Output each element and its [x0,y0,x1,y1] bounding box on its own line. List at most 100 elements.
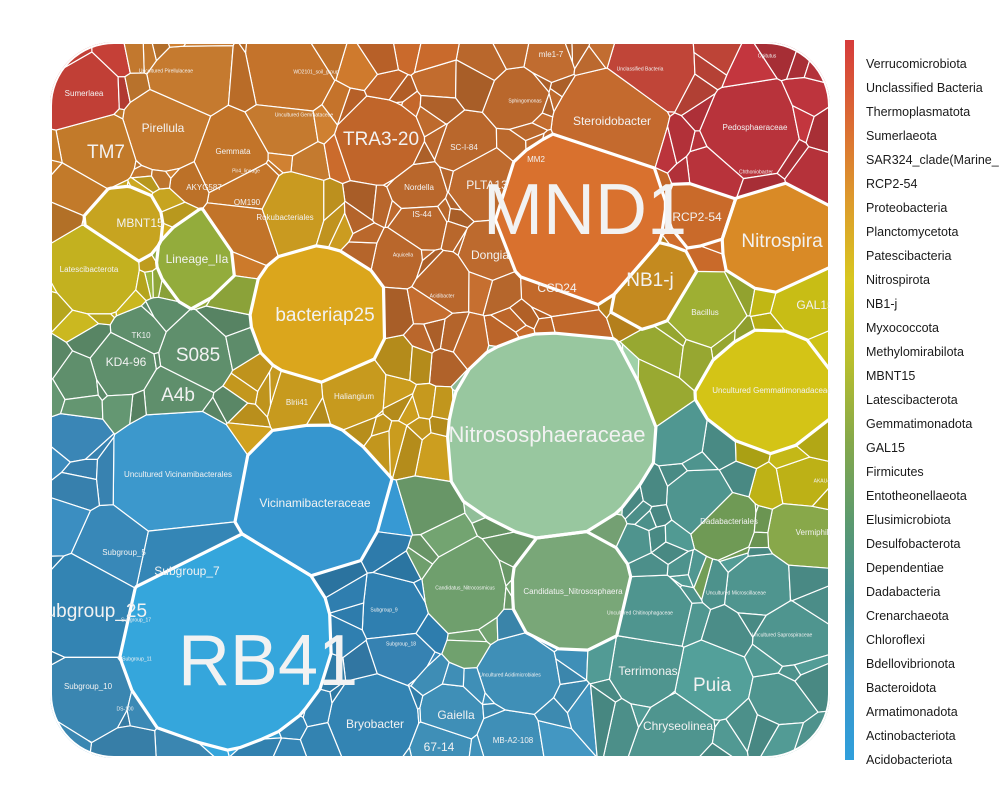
treemap-cell [806,42,830,60]
treemap-cell [697,742,737,758]
cell-label: 67-14 [424,740,455,754]
cell-label: Rokubacteriales [256,213,313,222]
cell-label: Uncultured Gemmataceae [275,112,334,118]
legend-item: Chloroflexi [866,633,926,647]
treemap-cell [533,696,573,730]
cell-label: AKYG587 [186,183,222,192]
treemap-cell [554,657,588,686]
treemap-cell [113,108,125,120]
treemap-cell [400,746,413,758]
legend-item: Desulfobacterota [866,537,961,551]
cell-label: Subgroup_11 [122,656,152,662]
legend-item: Sumerlaeota [866,129,937,143]
cell-label: Lineage_IIa [166,252,229,266]
treemap-cell [438,166,455,194]
legend-item: Crenarchaeota [866,609,949,623]
treemap-cell [666,112,696,165]
treemap-cell [96,379,109,402]
treemap-cell [50,332,74,380]
legend-item: Myxococcota [866,321,939,335]
treemap-cell [254,369,272,419]
cell-label: Subgroup_18 [386,641,416,647]
legend-item: Bacteroidota [866,681,937,695]
legend-item: GAL15 [866,441,905,455]
group-border [720,181,830,294]
treemap-cell [124,72,151,104]
cell-label: Pir4_lineage [232,168,260,174]
treemap-cell [720,42,779,89]
cell-label: Haliangium [334,392,374,401]
treemap-cell [406,286,454,325]
treemap-cell [563,42,574,63]
group-border [510,530,633,652]
legend-item: Methylomirabilota [866,345,964,359]
cell-label: Chryseolinea [643,719,713,733]
treemap-cell [417,706,422,725]
cell-label: Sumerlaea [65,89,104,98]
treemap-cell [633,509,658,532]
treemap-cell [811,485,830,511]
treemap-cell [481,702,507,720]
treemap-cell [407,533,440,565]
treemap-cell [713,719,722,729]
legend-item: Actinobacteriota [866,729,956,743]
treemap-cell [50,649,67,667]
cell-label: MB-A2-108 [493,736,534,745]
treemap-cell [410,653,450,697]
legend-item: Dadabacteria [866,585,941,599]
treemap-cell [746,713,780,758]
treemap-cell [420,249,437,262]
legend-item: Latescibacterota [866,393,958,407]
cell-label: Uncultured Chitinophagaceae [607,610,673,616]
legend-item: RCP2-54 [866,177,918,191]
group-border [248,244,387,384]
cell-label: OM190 [234,198,261,207]
cell-label: Blrii41 [286,398,309,407]
group-border [693,328,830,456]
treemap-cell [789,597,792,602]
cell-label: CCD24 [537,281,577,295]
cell-label: Nitrospira [741,231,823,252]
cell-label: GAL15 [796,298,834,312]
treemap-cell [145,296,192,333]
cell-label: DS-100 [117,706,134,712]
cell-label: MBNT15 [116,216,164,230]
cell-label: PLTA13 [466,178,508,192]
cell-label: Nordella [404,183,434,192]
cell-label: Opitutus [758,53,777,59]
cell-label: Pedosphaeraceae [723,123,788,132]
cell-label: NB1-j [626,270,674,291]
cell-label: KD4-96 [106,355,147,369]
treemap-cell [777,664,802,682]
treemap-cell [440,220,469,253]
treemap-cell [717,546,751,563]
cell-label: Subgroup_10 [64,682,113,691]
cell-label: Subgroup_25 [33,601,147,622]
cell-label: Candidatus_Nitrocosmicus [435,585,495,591]
cell-label: Nitrososphaeraceae [449,422,646,447]
treemap-cell [321,79,351,127]
legend-item: Firmicutes [866,465,924,479]
cell-label: MND1 [483,170,687,250]
group-border [118,532,333,752]
cell-label: Uncultured Acidimicrobiales [479,672,541,678]
cell-label: Uncultured Vicinamibacterales [124,470,232,479]
cell-label: S085 [176,345,220,366]
treemap-cell [126,688,158,732]
treemap-cell [50,378,66,419]
cell-label: IS-44 [412,210,432,219]
treemap-cell [413,42,461,74]
cell-label: mle1-7 [539,50,564,59]
cell-label: Steroidobacter [573,114,651,128]
treemap-cell [754,502,760,513]
legend-item: Bdellovibrionota [866,657,955,671]
cell-label: Dongia [471,248,509,262]
cell-label: Puia [693,675,731,696]
cell-label: Bryobacter [346,717,404,731]
treemap-cell [477,616,499,646]
cell-label: Subgroup_9 [370,607,397,613]
cell-label: Latescibacterota [60,265,119,274]
legend: Verrucomicrobiota Unclassified Bacteria Th… [866,52,1000,772]
treemap-cell [405,416,432,441]
cell-label: Pirellula [142,121,185,135]
